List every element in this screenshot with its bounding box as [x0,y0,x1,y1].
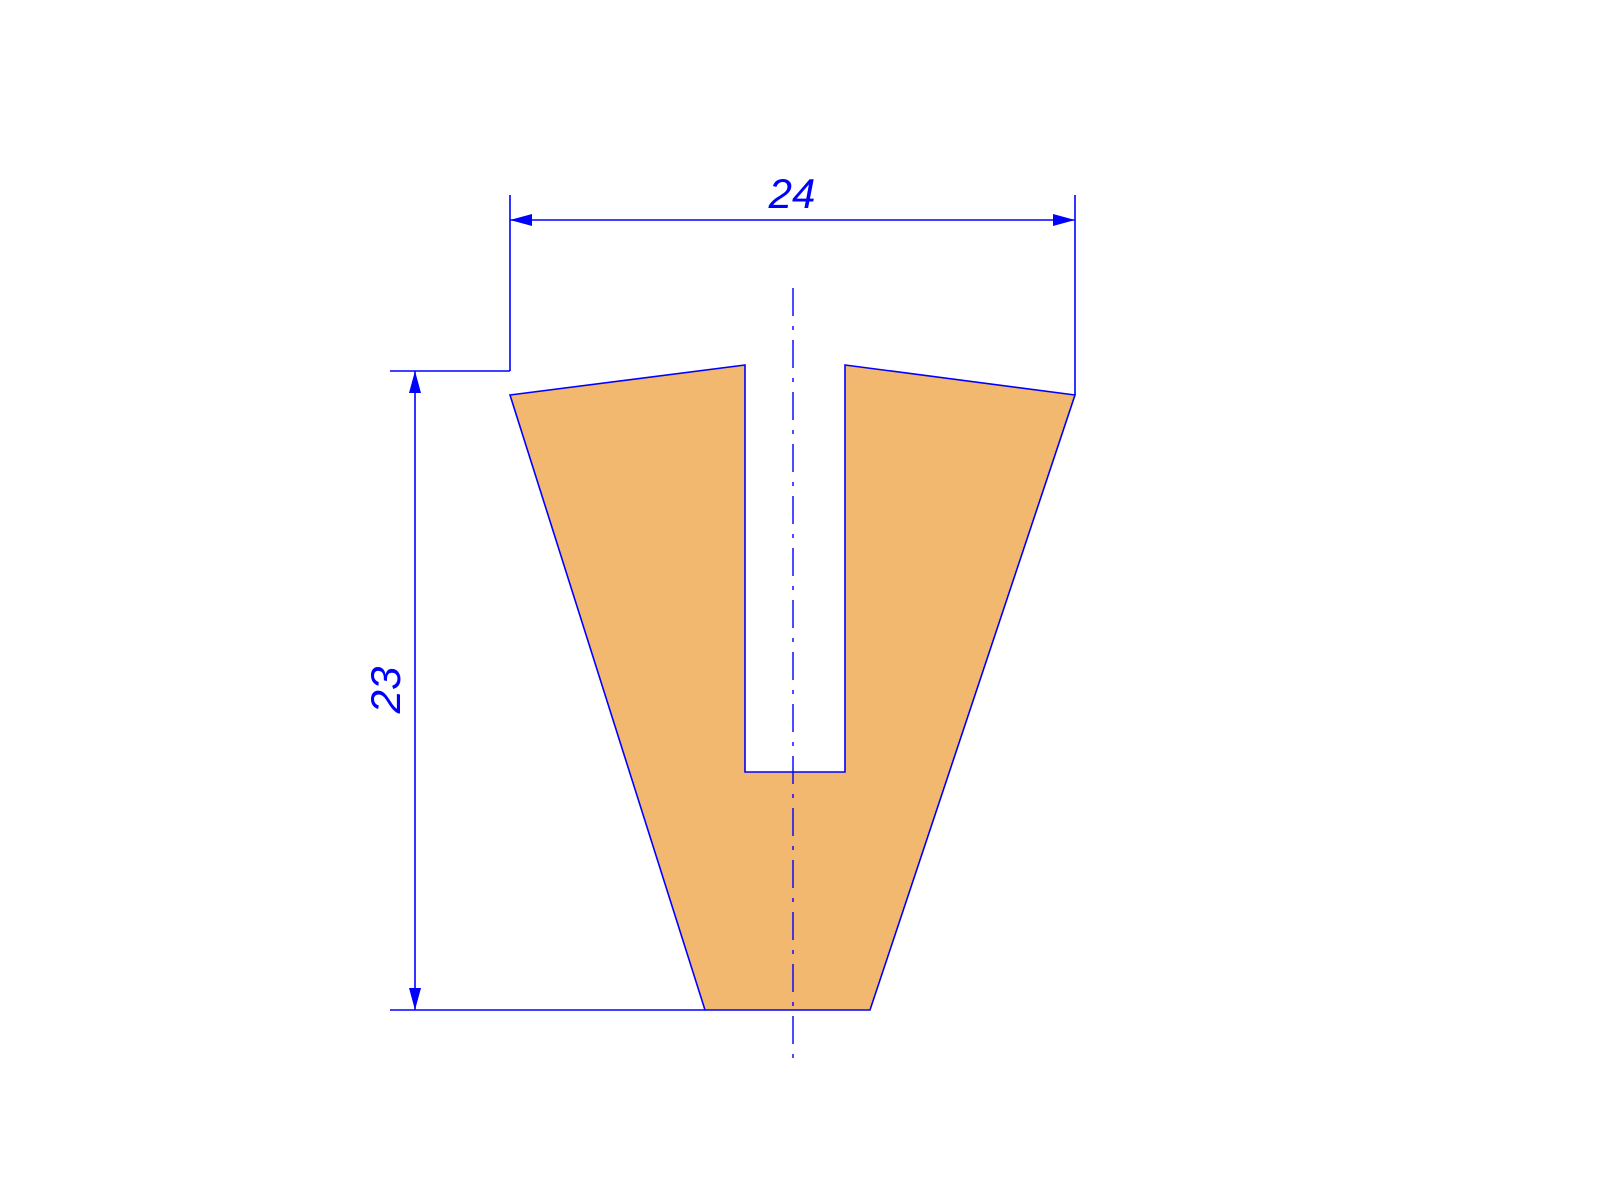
arrowhead-down-icon [409,988,421,1010]
arrowhead-right-icon [1053,214,1075,226]
dimension-height-value: 23 [362,667,409,715]
dimension-width-value: 24 [768,170,816,217]
arrowhead-left-icon [510,214,532,226]
arrowhead-up-icon [409,371,421,393]
engineering-drawing: 24 23 [0,0,1600,1200]
